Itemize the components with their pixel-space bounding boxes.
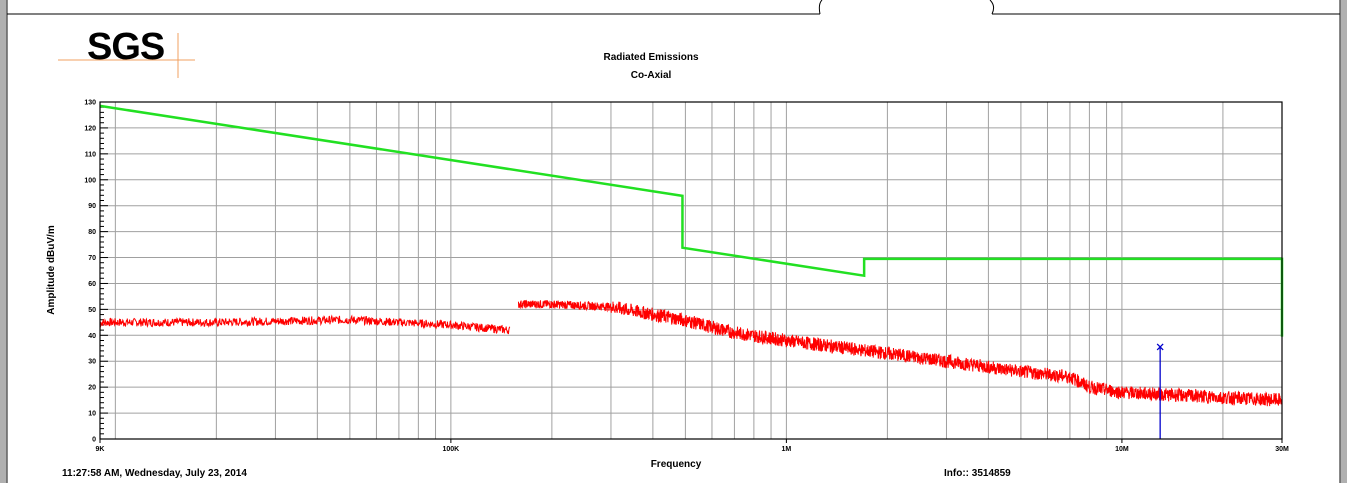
y-tick-labels: 0 10 20 30 40 50 60 70 80 90 100 110 120 130 [84, 100, 96, 444]
y-tick-label: 20 [88, 385, 96, 392]
x-tick-label: 1M [782, 446, 792, 453]
y-tick-label: 120 [84, 125, 96, 132]
right-border [1340, 0, 1347, 483]
y-tick-label: 0 [92, 437, 96, 444]
chart-subtitle: Co-Axial [631, 70, 672, 81]
marker-x-icon [1156, 343, 1164, 351]
y-axis-label: Amplitude dBuV/m [46, 225, 57, 315]
chart-title: Radiated Emissions [603, 52, 698, 63]
measured-trace [517, 299, 1283, 407]
y-tick-label: 30 [88, 359, 96, 366]
x-tick-label: 30M [1275, 446, 1289, 453]
measured-trace [99, 314, 511, 335]
sgs-logo: SGS [58, 26, 195, 78]
x-tick-label: 10M [1115, 446, 1129, 453]
y-tick-label: 80 [88, 229, 96, 236]
x-axis-label: Frequency [651, 459, 702, 470]
y-tick-label: 60 [88, 281, 96, 288]
x-tick-label: 100K [443, 446, 460, 453]
x-tick-labels: 9K 100K 1M 10M 30M [96, 439, 1289, 453]
tab-bracket-right [989, 0, 995, 15]
y-tick-label: 110 [85, 151, 96, 158]
y-tick-label: 100 [84, 177, 96, 184]
timestamp: 11:27:58 AM, Wednesday, July 23, 2014 [62, 468, 247, 479]
y-tick-label: 70 [88, 255, 96, 262]
y-tick-label: 50 [88, 307, 96, 314]
logo-text: SGS [87, 26, 164, 68]
plot-border [99, 101, 1283, 440]
tab-bracket-left [818, 0, 823, 15]
y-tick-label: 130 [84, 100, 96, 107]
left-border [0, 0, 7, 483]
y-tick-label: 10 [88, 411, 96, 418]
plot-area: 0 10 20 30 40 50 60 70 80 90 100 110 120 130 9K 100K 1M… [84, 100, 1289, 454]
info-label: Info:: 3514859 [944, 468, 1011, 479]
y-tick-label: 90 [88, 203, 96, 210]
y-tick-label: 40 [88, 333, 96, 340]
x-tick-label: 9K [96, 446, 105, 453]
plot-background [100, 102, 1282, 439]
